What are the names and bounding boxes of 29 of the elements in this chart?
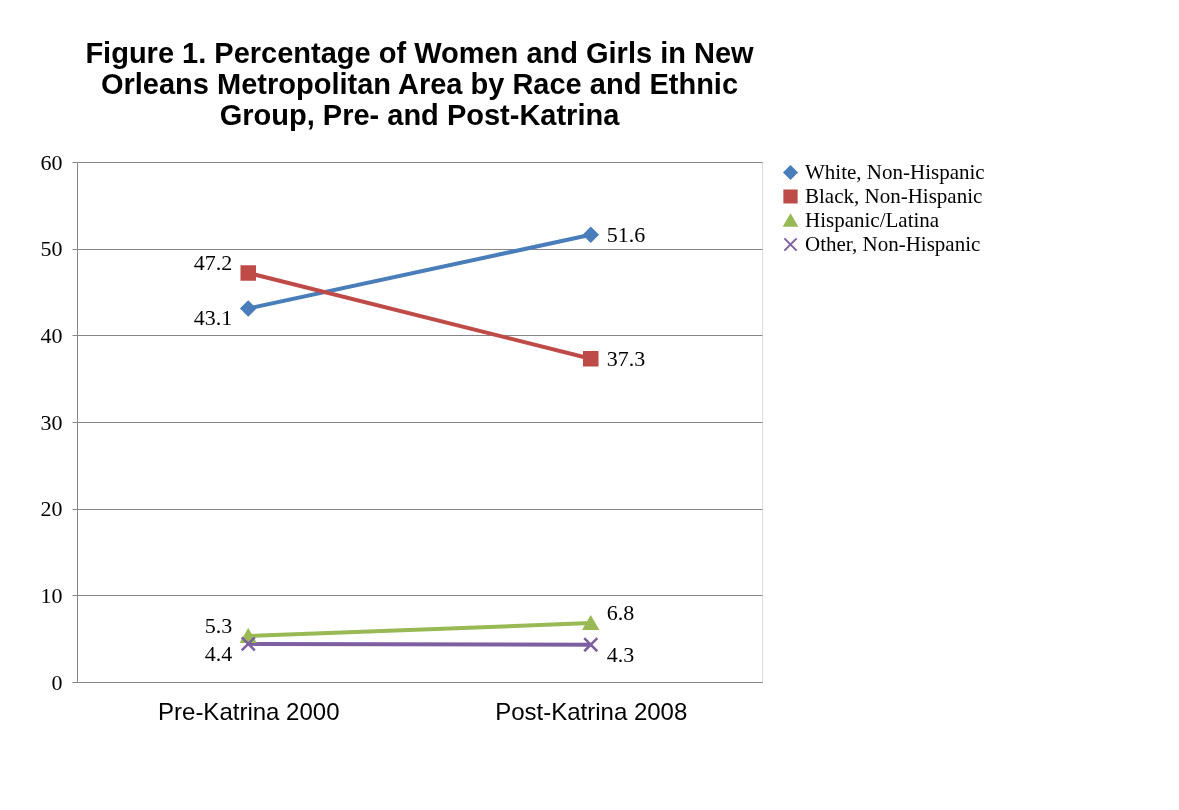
data-label: 6.8 <box>606 600 635 626</box>
text: Figure 1. Percentage of Women and Girls in New <box>85 37 754 69</box>
y-tick-label: 0 <box>51 669 63 695</box>
point <box>582 350 599 367</box>
x-tick-label: Post-Katrina 2008 <box>495 697 688 725</box>
point <box>582 227 599 243</box>
y-tick-label: 20 <box>40 496 63 522</box>
legend-label: White, Non-Hispanic <box>805 159 985 184</box>
text: Orleans Metropolitan Area by Race and Ethnic <box>100 68 739 100</box>
y-tick-label: 40 <box>40 322 63 348</box>
x-tick-label: Pre-Katrina 2000 <box>158 697 340 725</box>
data-label: 43.1 <box>193 305 233 331</box>
legend-label: Hispanic/Latina <box>805 207 940 232</box>
data-label: 51.6 <box>606 221 646 247</box>
point <box>240 300 257 317</box>
y-tick-label: 30 <box>40 409 63 435</box>
data-label: 47.2 <box>193 249 233 275</box>
point <box>582 636 599 653</box>
legend-label: Black, Non-Hispanic <box>805 183 983 208</box>
data-label: 4.4 <box>204 640 233 666</box>
data-label: 37.3 <box>606 345 646 371</box>
data-label: 5.3 <box>204 613 233 639</box>
y-tick-label: 10 <box>40 582 63 608</box>
legend-label: Other, Non-Hispanic <box>805 231 981 256</box>
data-label: 4.3 <box>606 641 635 667</box>
y-tick-label: 60 <box>40 149 63 175</box>
y-tick-label: 50 <box>40 236 63 262</box>
text: Group, Pre- and Post-Katrina <box>219 99 620 131</box>
point <box>240 265 257 281</box>
